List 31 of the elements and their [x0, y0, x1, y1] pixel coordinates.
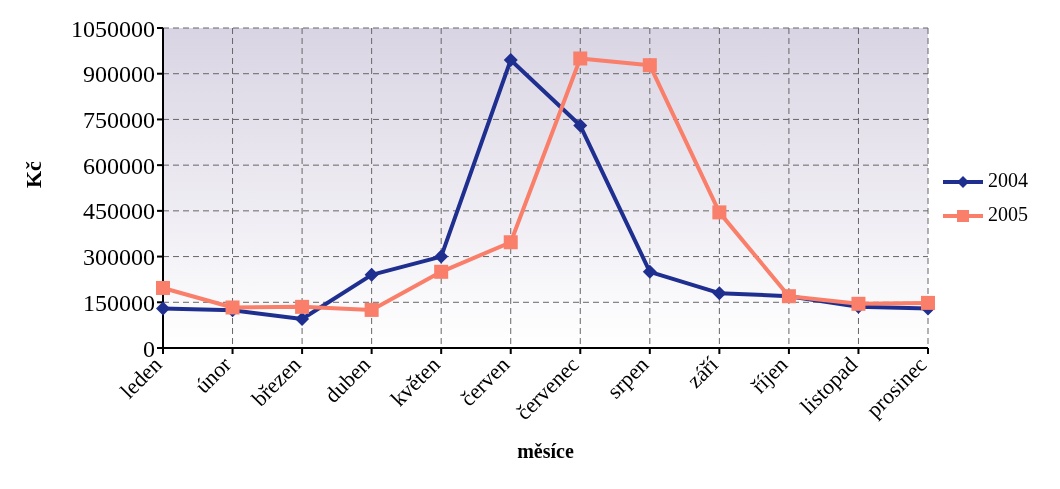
point	[364, 267, 379, 282]
point	[503, 235, 518, 250]
point	[434, 264, 449, 279]
point	[712, 286, 727, 301]
point	[573, 118, 588, 133]
y-tick-label: 900000	[83, 61, 155, 88]
point	[573, 51, 588, 66]
legend-label: 2004	[988, 169, 1028, 191]
point	[503, 53, 518, 67]
point	[156, 280, 170, 295]
y-tick-label: 300000	[83, 244, 155, 271]
x-tick-label: září	[681, 351, 723, 393]
x-tick-label: říjen	[746, 351, 793, 399]
point	[921, 295, 935, 310]
y-tick-label: 1050000	[71, 15, 155, 42]
y-tick-label: 150000	[83, 289, 155, 316]
y-tick-label: 600000	[83, 152, 155, 179]
point	[156, 301, 170, 316]
point	[642, 264, 657, 279]
y-axis-title: Kč	[20, 160, 46, 188]
legend-label: 2005	[988, 203, 1028, 225]
point	[295, 312, 310, 327]
point	[712, 205, 727, 220]
x-tick-label: únor	[189, 351, 237, 399]
y-tick-label: 750000	[83, 106, 155, 133]
y-tick-label: 450000	[83, 198, 155, 225]
point	[434, 249, 449, 264]
x-axis-title: měsíce	[517, 440, 574, 462]
point	[364, 302, 379, 317]
point	[295, 299, 310, 314]
point	[642, 58, 657, 73]
